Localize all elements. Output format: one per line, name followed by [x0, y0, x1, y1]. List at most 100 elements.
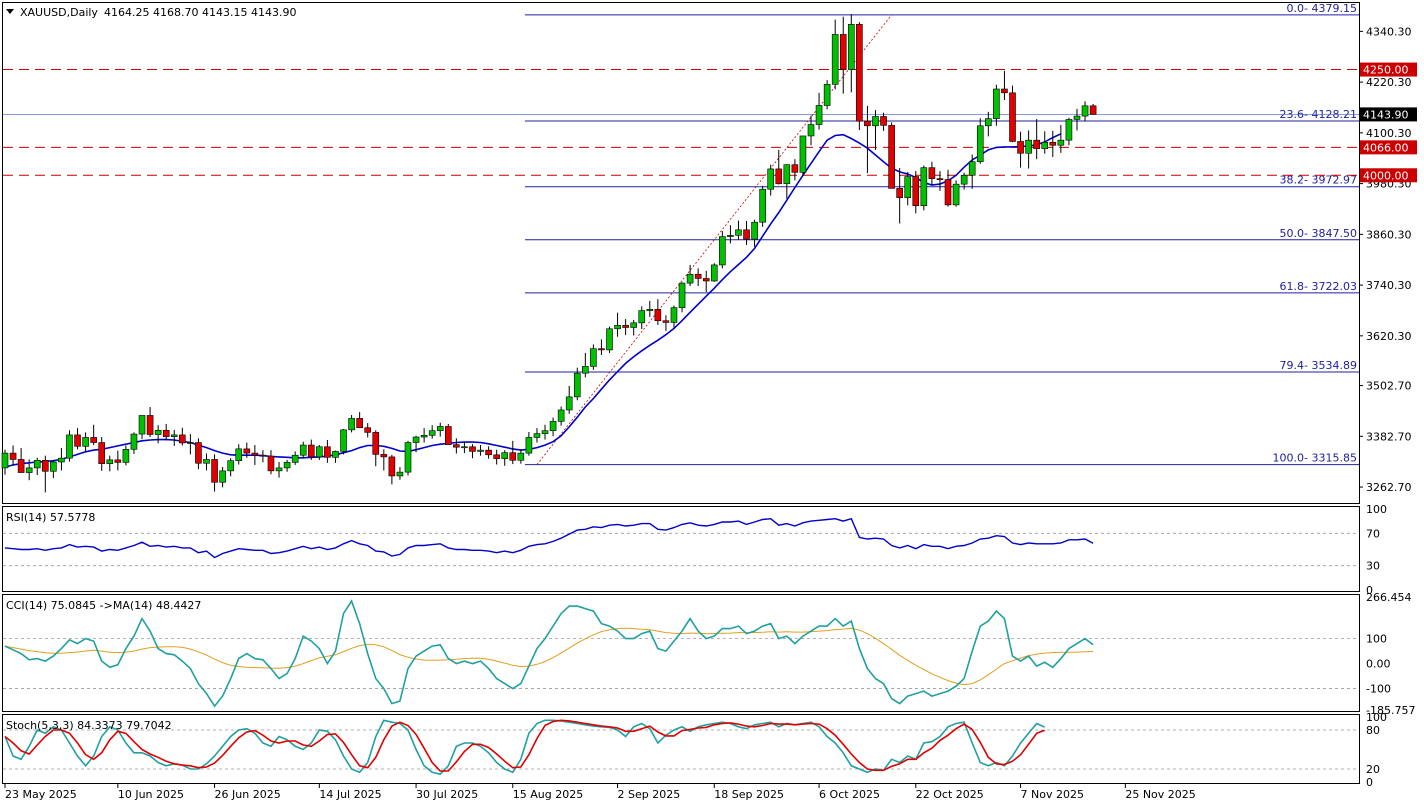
price-tick-label: 3620.30 [1366, 330, 1412, 343]
rsi-line [4, 517, 1094, 559]
candle-body [340, 429, 347, 452]
candle-body [162, 429, 170, 437]
candle [299, 441, 307, 459]
candle [702, 270, 710, 292]
candle [904, 171, 912, 206]
time-tick-label: 15 Aug 2025 [513, 788, 583, 801]
candle-body [324, 446, 331, 458]
candle-body [920, 167, 928, 207]
candle [968, 154, 976, 189]
candle-body [823, 84, 831, 106]
cci-ma-line [4, 627, 1094, 686]
candle [727, 225, 734, 244]
level-price-tag [1360, 62, 1417, 77]
candle-body [1089, 105, 1097, 115]
candle-body [751, 221, 758, 240]
cci-label: CCI(14) 75.0845 ->MA(14) 48.4427 [6, 599, 201, 612]
candle-body [1001, 88, 1008, 94]
price-panel[interactable] [2, 2, 1360, 504]
candle-body [565, 396, 573, 411]
fib-level-label: 0.0- 4379.15 [1287, 2, 1357, 15]
candle [670, 305, 678, 329]
candle-body [896, 188, 903, 198]
indicator-tick-label: 30 [1366, 560, 1380, 573]
indicator-tick-label: 0.00 [1366, 658, 1391, 671]
candle-body [727, 235, 734, 237]
candle [461, 441, 468, 454]
stoch-signal-line [4, 719, 1045, 772]
time-tick-label: 26 Jun 2025 [215, 788, 281, 801]
candle [235, 444, 243, 465]
indicator-tick-label: -185.757 [1366, 704, 1415, 717]
cci-line [4, 599, 1094, 708]
candle-body [767, 168, 775, 190]
cci-panel[interactable] [2, 594, 1360, 712]
candle [146, 407, 154, 438]
candle [606, 326, 613, 353]
candle [557, 406, 565, 426]
candle [590, 344, 597, 370]
candle-body [549, 421, 557, 431]
candle [920, 165, 928, 211]
candle-body [864, 120, 871, 127]
rsi-label: RSI(14) 57.5778 [6, 511, 95, 524]
candle [275, 461, 283, 478]
candle-body [791, 164, 799, 173]
candle [227, 458, 234, 477]
candle-body [1073, 115, 1081, 120]
candle [98, 437, 106, 471]
candle [436, 422, 444, 437]
candle-body [525, 437, 533, 454]
candle [872, 110, 879, 150]
candle-body [428, 430, 436, 436]
price-tick-label: 3502.70 [1366, 380, 1412, 393]
candle-body [678, 282, 686, 308]
candle [807, 115, 815, 146]
candle [195, 438, 202, 470]
level-price-label: 4250.00 [1363, 64, 1409, 77]
candle-body [332, 451, 339, 458]
stoch-panel[interactable] [2, 714, 1360, 784]
candle [541, 424, 549, 440]
price-tick-label: 4340.30 [1366, 25, 1412, 38]
candle [799, 135, 807, 177]
candle [928, 161, 936, 185]
candle [469, 444, 476, 459]
candle [630, 319, 637, 336]
candle [985, 111, 992, 137]
indicator-tick-label: 100 [1366, 711, 1387, 724]
candle-body [235, 448, 243, 462]
candle-body [33, 459, 41, 469]
candle [372, 430, 380, 467]
candle [783, 164, 791, 199]
candle [719, 231, 726, 269]
candle-body [106, 459, 114, 464]
candle [9, 445, 17, 466]
candle-body [1009, 92, 1016, 142]
candle [1065, 117, 1073, 146]
candle-body [815, 105, 823, 125]
candle-body [122, 448, 130, 463]
candle [646, 300, 654, 317]
candle [1057, 124, 1065, 153]
candle [936, 171, 944, 191]
price-axis: 4340.304220.304100.303980.303860.303740.… [1359, 25, 1417, 494]
candle [847, 14, 855, 93]
triangle-down-icon[interactable] [6, 9, 14, 14]
candle-body [686, 273, 694, 284]
candle-body [493, 454, 500, 459]
candle-body [170, 434, 178, 437]
candle [356, 412, 363, 429]
time-tick-label: 7 Nov 2025 [1021, 788, 1084, 801]
candle-body [388, 456, 396, 477]
candle-body [928, 167, 936, 179]
time-tick-label: 6 Oct 2025 [819, 788, 880, 801]
rsi-panel[interactable] [2, 506, 1360, 592]
candle-body [936, 178, 944, 180]
candle [1, 449, 9, 475]
candle-body [477, 449, 484, 452]
candle-body [291, 454, 299, 463]
candle-body [509, 452, 517, 461]
candle [219, 467, 226, 488]
